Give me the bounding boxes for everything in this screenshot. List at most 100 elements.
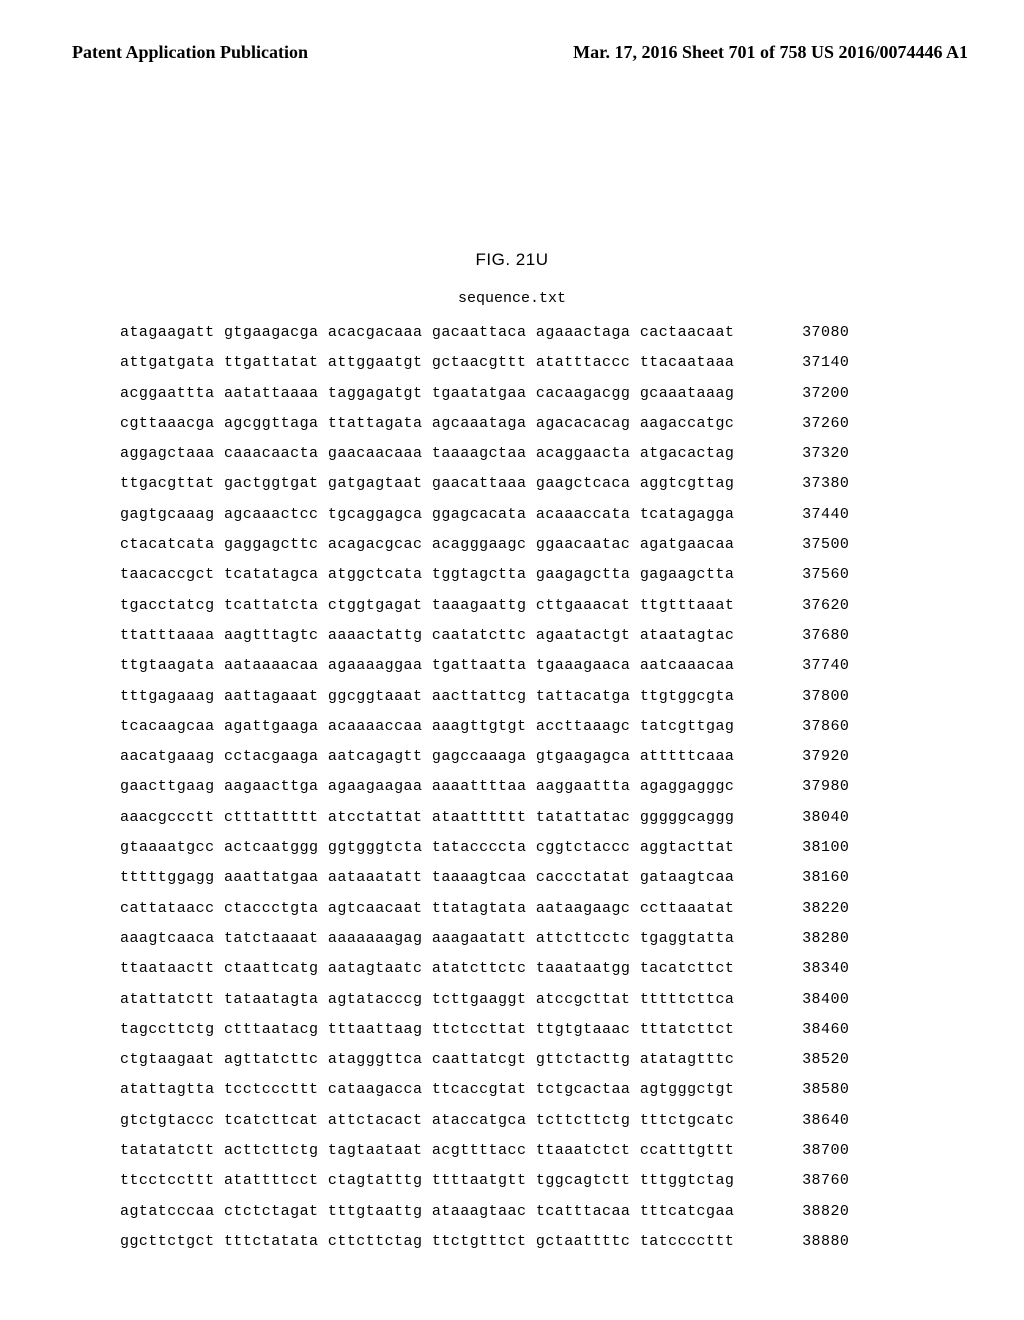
sequence-position: 38160 (759, 863, 849, 893)
sequence-position: 37740 (759, 651, 849, 681)
sequence-position: 38040 (759, 803, 849, 833)
sequence-row: tagccttctg ctttaatacg tttaattaag ttctcct… (120, 1015, 849, 1045)
sequence-position: 37080 (759, 318, 849, 348)
sequence-row: cattataacc ctaccctgta agtcaacaat ttatagt… (120, 894, 849, 924)
sequence-row: atattagtta tcctcccttt cataagacca ttcaccg… (120, 1075, 849, 1105)
sequence-row: gagtgcaaag agcaaactcc tgcaggagca ggagcac… (120, 500, 849, 530)
sequence-groups: aacatgaaag cctacgaaga aatcagagtt gagccaa… (120, 742, 734, 772)
sequence-row: ttgacgttat gactggtgat gatgagtaat gaacatt… (120, 469, 849, 499)
sequence-position: 38880 (759, 1227, 849, 1257)
sequence-row: aggagctaaa caaacaacta gaacaacaaa taaaagc… (120, 439, 849, 469)
sequence-groups: gtctgtaccc tcatcttcat attctacact ataccat… (120, 1106, 734, 1136)
sequence-groups: gagtgcaaag agcaaactcc tgcaggagca ggagcac… (120, 500, 734, 530)
sequence-block: atagaagatt gtgaagacga acacgacaaa gacaatt… (120, 318, 849, 1257)
page-header: Patent Application Publication Mar. 17, … (0, 42, 1024, 63)
sequence-row: ttgtaagata aataaaacaa agaaaaggaa tgattaa… (120, 651, 849, 681)
sequence-row: cgttaaacga agcggttaga ttattagata agcaaat… (120, 409, 849, 439)
sequence-row: tttttggagg aaattatgaa aataaatatt taaaagt… (120, 863, 849, 893)
sequence-position: 37140 (759, 348, 849, 378)
sequence-groups: ttgtaagata aataaaacaa agaaaaggaa tgattaa… (120, 651, 734, 681)
sequence-position: 37200 (759, 379, 849, 409)
sequence-row: gtctgtaccc tcatcttcat attctacact ataccat… (120, 1106, 849, 1136)
sequence-groups: aaacgccctt ctttattttt atcctattat ataattt… (120, 803, 734, 833)
sequence-row: aaagtcaaca tatctaaaat aaaaaaagag aaagaat… (120, 924, 849, 954)
header-left: Patent Application Publication (72, 42, 308, 63)
sequence-groups: acggaattta aatattaaaa taggagatgt tgaatat… (120, 379, 734, 409)
sequence-position: 38280 (759, 924, 849, 954)
sequence-filename: sequence.txt (0, 290, 1024, 307)
sequence-groups: ctgtaagaat agttatcttc atagggttca caattat… (120, 1045, 734, 1075)
sequence-position: 38520 (759, 1045, 849, 1075)
sequence-row: atagaagatt gtgaagacga acacgacaaa gacaatt… (120, 318, 849, 348)
sequence-row: tgacctatcg tcattatcta ctggtgagat taaagaa… (120, 591, 849, 621)
sequence-row: attgatgata ttgattatat attggaatgt gctaacg… (120, 348, 849, 378)
sequence-row: acggaattta aatattaaaa taggagatgt tgaatat… (120, 379, 849, 409)
sequence-groups: cattataacc ctaccctgta agtcaacaat ttatagt… (120, 894, 734, 924)
sequence-groups: tgacctatcg tcattatcta ctggtgagat taaagaa… (120, 591, 734, 621)
sequence-position: 37440 (759, 500, 849, 530)
sequence-position: 37560 (759, 560, 849, 590)
sequence-groups: tttgagaaag aattagaaat ggcggtaaat aacttat… (120, 682, 734, 712)
sequence-row: ggcttctgct tttctatata cttcttctag ttctgtt… (120, 1227, 849, 1257)
sequence-position: 37620 (759, 591, 849, 621)
sequence-row: gtaaaatgcc actcaatggg ggtgggtcta tataccc… (120, 833, 849, 863)
sequence-groups: atattatctt tataatagta agtatacccg tcttgaa… (120, 985, 734, 1015)
sequence-groups: attgatgata ttgattatat attggaatgt gctaacg… (120, 348, 734, 378)
sequence-row: ctgtaagaat agttatcttc atagggttca caattat… (120, 1045, 849, 1075)
sequence-groups: ggcttctgct tttctatata cttcttctag ttctgtt… (120, 1227, 734, 1257)
sequence-groups: tttttggagg aaattatgaa aataaatatt taaaagt… (120, 863, 734, 893)
sequence-groups: agtatcccaa ctctctagat tttgtaattg ataaagt… (120, 1197, 734, 1227)
sequence-groups: ttatttaaaa aagtttagtc aaaactattg caatatc… (120, 621, 734, 651)
sequence-groups: aggagctaaa caaacaacta gaacaacaaa taaaagc… (120, 439, 734, 469)
sequence-groups: tatatatctt acttcttctg tagtaataat acgtttt… (120, 1136, 734, 1166)
sequence-position: 37320 (759, 439, 849, 469)
sequence-row: gaacttgaag aagaacttga agaagaagaa aaaattt… (120, 772, 849, 802)
sequence-row: tatatatctt acttcttctg tagtaataat acgtttt… (120, 1136, 849, 1166)
sequence-position: 37680 (759, 621, 849, 651)
sequence-position: 37860 (759, 712, 849, 742)
sequence-groups: tagccttctg ctttaatacg tttaattaag ttctcct… (120, 1015, 734, 1045)
sequence-groups: atagaagatt gtgaagacga acacgacaaa gacaatt… (120, 318, 734, 348)
sequence-groups: ctacatcata gaggagcttc acagacgcac acaggga… (120, 530, 734, 560)
sequence-row: aaacgccctt ctttattttt atcctattat ataattt… (120, 803, 849, 833)
page: Patent Application Publication Mar. 17, … (0, 0, 1024, 1320)
sequence-row: ctacatcata gaggagcttc acagacgcac acaggga… (120, 530, 849, 560)
sequence-groups: gaacttgaag aagaacttga agaagaagaa aaaattt… (120, 772, 734, 802)
sequence-position: 38760 (759, 1166, 849, 1196)
sequence-groups: cgttaaacga agcggttaga ttattagata agcaaat… (120, 409, 734, 439)
sequence-groups: ttgacgttat gactggtgat gatgagtaat gaacatt… (120, 469, 734, 499)
sequence-position: 38700 (759, 1136, 849, 1166)
sequence-row: agtatcccaa ctctctagat tttgtaattg ataaagt… (120, 1197, 849, 1227)
sequence-position: 38640 (759, 1106, 849, 1136)
sequence-position: 37260 (759, 409, 849, 439)
header-right: Mar. 17, 2016 Sheet 701 of 758 US 2016/0… (573, 42, 968, 63)
sequence-position: 38460 (759, 1015, 849, 1045)
sequence-row: tttgagaaag aattagaaat ggcggtaaat aacttat… (120, 682, 849, 712)
sequence-position: 38820 (759, 1197, 849, 1227)
sequence-position: 38340 (759, 954, 849, 984)
figure-label: FIG. 21U (0, 250, 1024, 270)
sequence-position: 38220 (759, 894, 849, 924)
sequence-groups: gtaaaatgcc actcaatggg ggtgggtcta tataccc… (120, 833, 734, 863)
sequence-position: 37980 (759, 772, 849, 802)
sequence-groups: tcacaagcaa agattgaaga acaaaaccaa aaagttg… (120, 712, 734, 742)
sequence-position: 37380 (759, 469, 849, 499)
sequence-groups: taacaccgct tcatatagca atggctcata tggtagc… (120, 560, 734, 590)
sequence-position: 38100 (759, 833, 849, 863)
sequence-position: 37800 (759, 682, 849, 712)
sequence-row: taacaccgct tcatatagca atggctcata tggtagc… (120, 560, 849, 590)
sequence-groups: ttcctccttt atattttcct ctagtatttg ttttaat… (120, 1166, 734, 1196)
sequence-position: 38400 (759, 985, 849, 1015)
sequence-row: aacatgaaag cctacgaaga aatcagagtt gagccaa… (120, 742, 849, 772)
sequence-row: ttatttaaaa aagtttagtc aaaactattg caatatc… (120, 621, 849, 651)
sequence-position: 37500 (759, 530, 849, 560)
sequence-groups: aaagtcaaca tatctaaaat aaaaaaagag aaagaat… (120, 924, 734, 954)
sequence-position: 37920 (759, 742, 849, 772)
sequence-row: ttcctccttt atattttcct ctagtatttg ttttaat… (120, 1166, 849, 1196)
sequence-row: ttaataactt ctaattcatg aatagtaatc atatctt… (120, 954, 849, 984)
sequence-row: atattatctt tataatagta agtatacccg tcttgaa… (120, 985, 849, 1015)
sequence-groups: ttaataactt ctaattcatg aatagtaatc atatctt… (120, 954, 734, 984)
sequence-groups: atattagtta tcctcccttt cataagacca ttcaccg… (120, 1075, 734, 1105)
sequence-row: tcacaagcaa agattgaaga acaaaaccaa aaagttg… (120, 712, 849, 742)
sequence-position: 38580 (759, 1075, 849, 1105)
